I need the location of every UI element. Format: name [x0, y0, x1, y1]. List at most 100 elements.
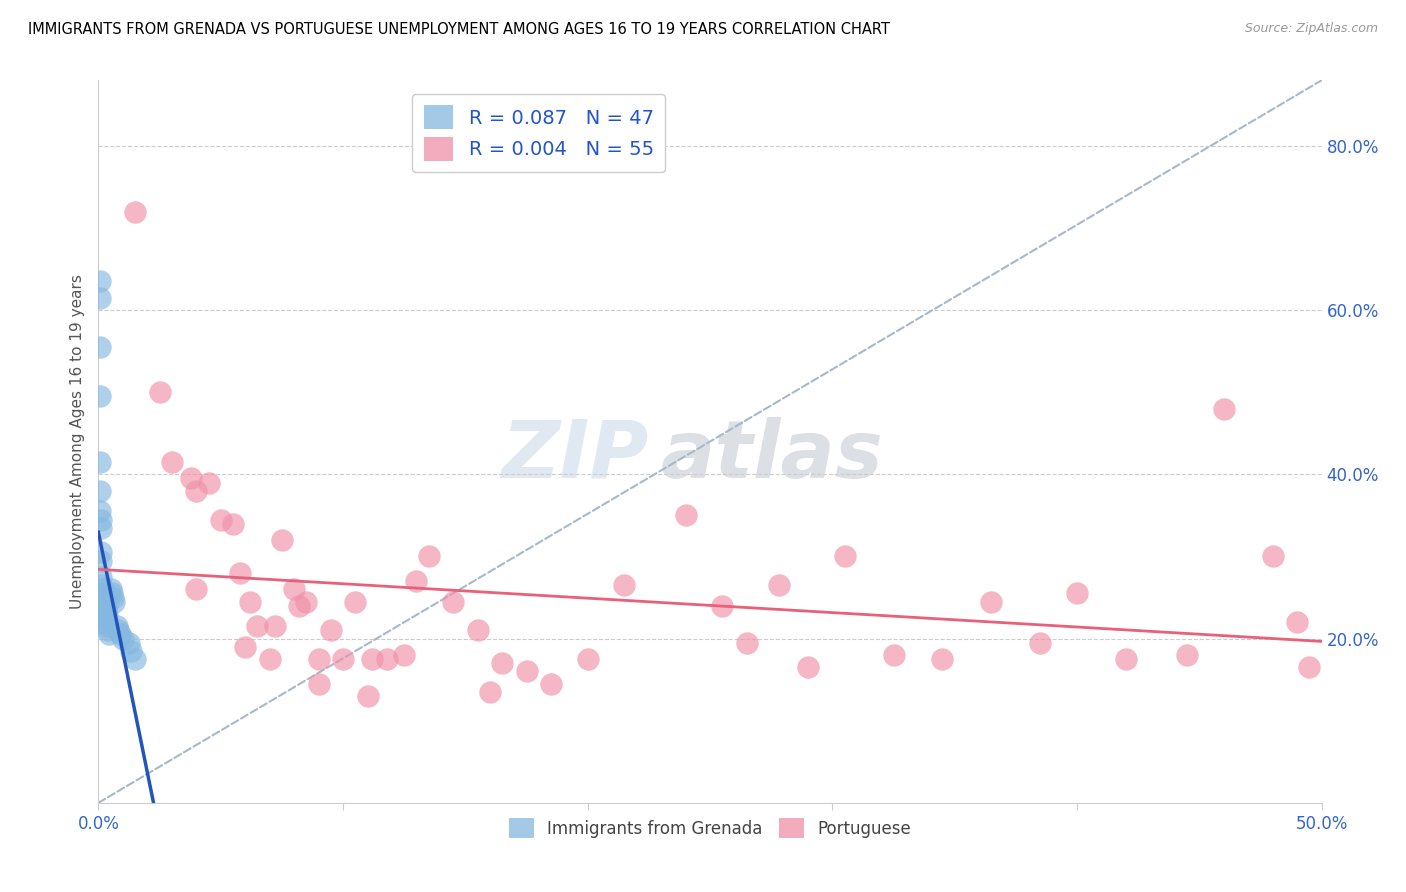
- Point: [491, 657, 513, 671]
- Point: [308, 677, 330, 691]
- Point: [797, 660, 820, 674]
- Point: [90, 578, 112, 592]
- Point: [91, 582, 114, 597]
- Point: [89, 340, 111, 354]
- Point: [711, 599, 734, 613]
- Point: [239, 594, 262, 608]
- Point: [90, 545, 112, 559]
- Point: [89, 455, 111, 469]
- Point: [94, 594, 117, 608]
- Point: [418, 549, 440, 564]
- Point: [89, 275, 111, 289]
- Text: ZIP: ZIP: [502, 417, 648, 495]
- Point: [209, 512, 232, 526]
- Point: [93, 607, 115, 621]
- Point: [931, 652, 953, 666]
- Point: [295, 594, 318, 608]
- Point: [94, 599, 117, 613]
- Point: [1212, 401, 1234, 416]
- Point: [89, 483, 111, 498]
- Point: [124, 204, 146, 219]
- Point: [89, 389, 111, 403]
- Point: [233, 640, 256, 654]
- Point: [91, 611, 114, 625]
- Point: [735, 636, 758, 650]
- Point: [94, 603, 117, 617]
- Point: [91, 586, 114, 600]
- Point: [91, 599, 114, 613]
- Y-axis label: Unemployment Among Ages 16 to 19 years: Unemployment Among Ages 16 to 19 years: [69, 274, 84, 609]
- Legend: Immigrants from Grenada, Portuguese: Immigrants from Grenada, Portuguese: [502, 812, 918, 845]
- Point: [93, 594, 115, 608]
- Point: [110, 627, 132, 641]
- Point: [613, 578, 636, 592]
- Point: [768, 578, 790, 592]
- Point: [91, 594, 114, 608]
- Point: [288, 599, 311, 613]
- Point: [97, 619, 120, 633]
- Point: [180, 471, 202, 485]
- Point: [90, 512, 112, 526]
- Point: [259, 652, 281, 666]
- Point: [675, 508, 697, 523]
- Point: [96, 607, 118, 621]
- Point: [540, 677, 562, 691]
- Point: [97, 624, 120, 638]
- Point: [375, 652, 398, 666]
- Point: [91, 594, 114, 608]
- Point: [319, 624, 342, 638]
- Point: [467, 624, 489, 638]
- Point: [101, 591, 124, 605]
- Point: [96, 611, 118, 625]
- Point: [1115, 652, 1137, 666]
- Point: [361, 652, 384, 666]
- Point: [356, 689, 378, 703]
- Point: [90, 570, 112, 584]
- Point: [91, 603, 114, 617]
- Point: [160, 455, 183, 469]
- Point: [332, 652, 354, 666]
- Point: [101, 586, 124, 600]
- Text: Source: ZipAtlas.com: Source: ZipAtlas.com: [1244, 22, 1378, 36]
- Point: [90, 521, 112, 535]
- Point: [246, 619, 269, 633]
- Point: [89, 504, 111, 518]
- Point: [118, 636, 141, 650]
- Point: [111, 632, 134, 646]
- Point: [392, 648, 416, 662]
- Point: [186, 483, 208, 498]
- Point: [344, 594, 367, 608]
- Point: [1066, 586, 1088, 600]
- Point: [98, 627, 121, 641]
- Point: [222, 516, 245, 531]
- Point: [91, 615, 114, 630]
- Point: [105, 619, 128, 633]
- Point: [91, 591, 114, 605]
- Point: [1261, 549, 1284, 564]
- Point: [1029, 636, 1052, 650]
- Point: [93, 603, 115, 617]
- Point: [124, 652, 146, 666]
- Point: [107, 624, 129, 638]
- Point: [120, 644, 142, 658]
- Point: [405, 574, 427, 588]
- Point: [100, 582, 122, 597]
- Point: [1286, 615, 1309, 630]
- Point: [834, 549, 856, 564]
- Point: [90, 586, 112, 600]
- Point: [515, 665, 537, 679]
- Point: [197, 475, 219, 490]
- Point: [441, 594, 464, 608]
- Point: [478, 685, 501, 699]
- Point: [263, 619, 285, 633]
- Point: [1175, 648, 1198, 662]
- Point: [308, 652, 330, 666]
- Point: [91, 607, 114, 621]
- Point: [89, 291, 111, 305]
- Point: [93, 599, 115, 613]
- Point: [270, 533, 294, 547]
- Point: [980, 594, 1002, 608]
- Point: [883, 648, 905, 662]
- Point: [229, 566, 252, 580]
- Point: [90, 553, 112, 567]
